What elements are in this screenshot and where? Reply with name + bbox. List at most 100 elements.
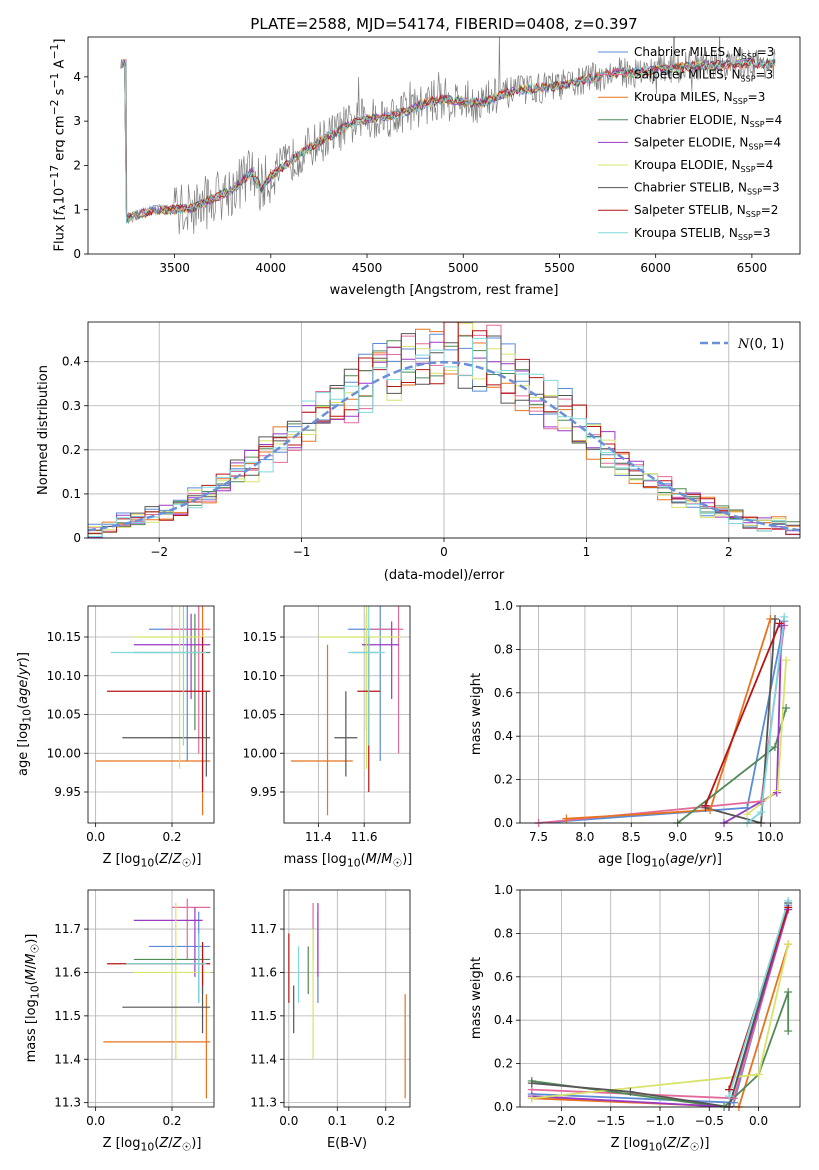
spectrum-legend-entry: Kroupa MILES, NSSP=3 — [634, 90, 765, 106]
weight-vs-age-xtick-label: 9.0 — [668, 830, 687, 844]
weight-vs-age-ytick-label: 0.0 — [494, 816, 513, 830]
weight-vs-z-marker — [754, 1070, 763, 1079]
mass-vs-z-xtick-label: 0.0 — [86, 1114, 105, 1128]
weight-vs-z-series — [531, 902, 790, 1107]
mass-vs-ebv-xlabel-text: E(B-V) — [326, 1136, 368, 1151]
residuals-ytick-label: 0.3 — [62, 399, 81, 413]
spectrum-xlabel: wavelength [Angstrom, rest frame] — [330, 283, 559, 298]
mass-vs-z-xlabel: Z [log10(Z/Z☉)] — [103, 1136, 202, 1154]
mass-vs-z-ytick-label: 11.6 — [54, 965, 81, 979]
residuals-ylabel: Normed distribution — [36, 365, 51, 495]
age-vs-mass-xlabel-text: mass [log10(M/M☉)] — [283, 852, 413, 870]
weight-vs-z-series — [531, 909, 790, 1107]
weight-vs-z-ytick-label: 0.4 — [494, 1013, 513, 1027]
weight-vs-z-marker — [725, 1092, 734, 1101]
weight-vs-age-ytick-label: 0.4 — [494, 729, 513, 743]
spectrum-plot-area — [120, 37, 776, 235]
weight-vs-z-xtick-label: −1.5 — [596, 1114, 625, 1128]
residuals-xtick-label: −1 — [293, 545, 311, 559]
weight-vs-age-axes: 7.5 8.0 8.5 9.0 9.5 10.0 0.0 0.2 0.4 0.6 0.8 1.0 — [494, 599, 801, 844]
weight-vs-age-xlabel-text: age [log10(age/yr)] — [598, 852, 722, 870]
weight-vs-age-marker — [775, 619, 784, 628]
spectrum-ylabel-text: Flux [fλ10−17 erg cm−2 s−1 A−1] — [48, 39, 65, 252]
age-vs-z-xlabel: Z [log10(Z/Z☉)] — [103, 852, 202, 870]
mass-vs-ebv-ytick-label: 11.6 — [250, 965, 277, 979]
spectrum-legend-entry: Kroupa STELIB, NSSP=3 — [634, 226, 771, 242]
age-vs-mass-grid — [284, 606, 410, 823]
mass-vs-ebv-frame — [283, 889, 411, 1108]
age-vs-mass-xtick-label: 11.4 — [305, 830, 332, 844]
age-vs-mass-xlabel: mass [log10(M/M☉)] — [283, 852, 413, 870]
spectrum-legend-entry: Chabrier ELODIE, NSSP=4 — [634, 113, 782, 129]
spectrum-frame — [87, 36, 801, 255]
residuals-plot-area — [88, 322, 800, 538]
age-vs-z-ytick-label: 10.05 — [47, 708, 81, 722]
residuals-xlabel: (data-model)/error — [384, 568, 505, 583]
spectrum-ytick-label: 1 — [73, 203, 81, 217]
age-vs-z-ylabel-text: age [log10(age/yr)] — [16, 652, 34, 776]
weight-vs-z-ylabel-text: mass weight — [469, 956, 484, 1040]
weight-vs-age-series — [704, 623, 781, 806]
spectrum-ytick-label: 2 — [73, 158, 81, 172]
weight-vs-z-marker — [784, 940, 793, 949]
weight-vs-z-marker — [784, 1027, 793, 1036]
age-vs-mass-axes: 11.4 11.6 9.95 10.00 10.05 10.10 10.15 — [243, 605, 411, 844]
weight-vs-z-ytick-label: 0.0 — [494, 1100, 513, 1114]
weight-vs-z-xtick-label: −0.5 — [695, 1114, 724, 1128]
spectrum-xtick-label: 3500 — [159, 261, 190, 275]
mass-vs-ebv-ytick-label: 11.4 — [250, 1052, 277, 1066]
weight-vs-age-ylabel-text: mass weight — [469, 672, 484, 756]
age-vs-z-xtick-label: 0.0 — [86, 830, 105, 844]
mass-vs-z-axes: 0.0 0.2 11.3 11.4 11.5 11.6 11.7 — [54, 889, 215, 1128]
weight-vs-age-ylabel: mass weight — [469, 672, 484, 756]
age-vs-z-xtick-label: 0.2 — [162, 830, 181, 844]
mass-vs-z-ytick-label: 11.7 — [54, 922, 81, 936]
weight-vs-age-frame — [519, 605, 801, 824]
weight-vs-z-xlabel: Z [log10(Z/Z☉)] — [611, 1136, 710, 1154]
residuals-frame — [87, 321, 801, 539]
spectrum-xtick-label: 6500 — [737, 261, 768, 275]
weight-vs-age-marker — [562, 814, 571, 823]
weight-vs-z-marker — [784, 896, 793, 905]
weight-vs-z-ytick-label: 0.2 — [494, 1057, 513, 1071]
mass-vs-z-plot-area — [103, 898, 211, 1099]
spectrum-model-line — [120, 57, 776, 223]
weight-vs-z-marker — [626, 1087, 635, 1096]
spectrum-model-line — [120, 58, 776, 224]
spectrum-title: PLATE=2588, MJD=54174, FIBERID=0408, z=0… — [250, 15, 637, 33]
weight-vs-z-xtick-label: 0.0 — [749, 1114, 768, 1128]
weight-vs-age-xtick-label: 8.5 — [622, 830, 641, 844]
normal-legend-label: N(0, 1) — [737, 337, 784, 352]
residual-histogram-salpeter_stelib — [88, 322, 800, 535]
spectrum-ytick-label: 4 — [73, 70, 81, 84]
weight-vs-age-xtick-label: 10.0 — [757, 830, 784, 844]
age-vs-mass-xtick-label: 11.6 — [351, 830, 378, 844]
mass-vs-ebv-ytick-label: 11.5 — [250, 1009, 277, 1023]
age-vs-mass-ytick-label: 10.00 — [243, 746, 277, 760]
mass-vs-ebv-xlabel: E(B-V) — [326, 1136, 368, 1151]
age-vs-z-plot-area — [95, 606, 211, 816]
age-vs-z-ytick-label: 10.15 — [47, 630, 81, 644]
mass-vs-z-ytick-label: 11.4 — [54, 1052, 81, 1066]
age-vs-z-ytick-label: 10.10 — [47, 669, 81, 683]
mass-vs-z-frame — [87, 889, 215, 1108]
age-vs-mass-ytick-label: 9.95 — [250, 785, 277, 799]
spectrum-legend: Chabrier MILES, NSSP=3 Salpeter MILES, NS… — [598, 45, 782, 242]
mass-vs-ebv-xtick-label: 0.1 — [328, 1114, 347, 1128]
spectrum-legend-entry: Kroupa ELODIE, NSSP=4 — [634, 158, 773, 174]
mass-vs-z-ytick-label: 11.5 — [54, 1009, 81, 1023]
mass-vs-ebv-xtick-label: 0.0 — [279, 1114, 298, 1128]
weight-vs-z-marker — [527, 1094, 536, 1103]
spectrum-xtick-label: 4000 — [256, 261, 287, 275]
residual-histogram-kroupa_stelib — [88, 337, 800, 537]
residuals-ytick-label: 0.1 — [62, 487, 81, 501]
weight-vs-z-marker — [784, 987, 793, 996]
age-vs-z-axes: 0.0 0.2 9.95 10.00 10.05 10.10 10.15 — [47, 605, 215, 844]
weight-vs-z-xtick-label: −1.0 — [645, 1114, 674, 1128]
age-vs-mass-ytick-label: 10.15 — [243, 630, 277, 644]
age-vs-mass-ytick-label: 10.05 — [243, 708, 277, 722]
residuals-xtick-label: −2 — [150, 545, 168, 559]
spectrum-legend-entry: Chabrier MILES, NSSP=3 — [634, 45, 774, 61]
